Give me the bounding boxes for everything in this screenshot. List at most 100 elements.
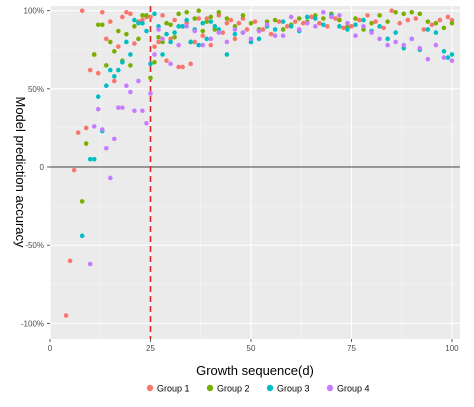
point-group-4 [296, 27, 302, 32]
point-group-1 [373, 19, 378, 24]
point-group-1 [112, 78, 117, 84]
y-tick-label: -100% [21, 319, 44, 328]
point-group-2 [91, 52, 97, 57]
point-group-1 [413, 16, 419, 21]
point-group-2 [83, 141, 89, 146]
point-group-4 [140, 108, 145, 114]
point-group-2 [103, 63, 109, 68]
point-group-3 [304, 14, 310, 20]
point-group-3 [224, 52, 230, 57]
point-group-2 [272, 17, 278, 23]
point-group-4 [192, 28, 198, 34]
point-group-4 [128, 89, 133, 95]
point-group-4 [441, 55, 447, 60]
point-group-2 [148, 75, 153, 81]
point-group-3 [140, 20, 145, 26]
point-group-1 [164, 58, 169, 64]
point-group-3 [425, 27, 431, 32]
point-group-1 [228, 17, 234, 23]
point-group-3 [184, 17, 189, 23]
point-group-4 [353, 33, 358, 39]
point-group-1 [365, 13, 370, 18]
point-group-4 [393, 39, 398, 45]
point-group-3 [188, 39, 193, 45]
point-group-1 [107, 19, 113, 24]
point-group-3 [449, 52, 455, 57]
point-group-3 [312, 16, 318, 21]
point-group-3 [445, 55, 451, 60]
point-group-2 [224, 16, 230, 21]
point-group-4 [144, 120, 149, 126]
point-group-4 [280, 33, 286, 39]
point-group-3 [232, 31, 238, 37]
point-group-2 [433, 20, 439, 26]
point-group-2 [132, 24, 137, 29]
point-group-1 [188, 61, 193, 67]
point-group-3 [124, 39, 129, 45]
point-group-1 [357, 17, 362, 23]
point-group-1 [156, 39, 161, 45]
point-group-3 [116, 67, 121, 73]
reference-lines [50, 6, 460, 339]
point-group-3 [256, 36, 262, 42]
point-group-3 [433, 30, 439, 35]
point-group-2 [164, 20, 169, 26]
point-group-3 [103, 83, 109, 89]
point-group-4 [329, 14, 334, 20]
point-group-4 [369, 30, 374, 35]
point-group-1 [75, 130, 81, 135]
point-group-2 [152, 59, 157, 65]
legend-key-group-1 [146, 384, 154, 392]
legend: Group 1 Group 2 Group 3 Group 4 [146, 384, 370, 394]
point-group-4 [425, 56, 431, 62]
legend-label-group-2: Group 2 [217, 384, 250, 394]
point-group-4 [232, 27, 238, 32]
point-group-2 [156, 34, 161, 40]
point-group-3 [164, 31, 169, 37]
y-tick-label: 50% [28, 85, 44, 94]
point-group-4 [91, 124, 97, 129]
point-group-4 [124, 83, 129, 89]
point-group-4 [156, 27, 161, 32]
point-group-4 [176, 42, 181, 48]
point-group-3 [136, 20, 141, 26]
point-group-3 [361, 17, 366, 23]
data-points [63, 8, 455, 318]
point-group-4 [248, 36, 254, 42]
point-group-1 [152, 44, 157, 49]
legend-key-group-3 [266, 384, 274, 392]
legend-label-group-1: Group 1 [157, 384, 190, 394]
legend-label-group-4: Group 4 [337, 384, 370, 394]
point-group-1 [87, 67, 93, 73]
gridlines [49, 6, 460, 339]
point-group-2 [136, 36, 141, 42]
point-group-4 [116, 105, 121, 110]
point-group-1 [180, 64, 185, 70]
point-group-3 [385, 36, 390, 42]
point-group-1 [381, 25, 386, 31]
point-group-1 [172, 17, 177, 23]
point-group-1 [260, 27, 266, 32]
point-group-1 [389, 8, 394, 13]
point-group-1 [445, 14, 451, 20]
point-group-4 [200, 42, 206, 48]
point-group-2 [99, 22, 105, 28]
point-group-1 [429, 22, 435, 28]
legend-key-group-2 [206, 384, 214, 392]
point-group-2 [425, 19, 431, 24]
point-group-1 [300, 20, 306, 26]
point-group-3 [91, 156, 97, 162]
x-tick-label: 75 [347, 344, 356, 353]
point-group-1 [63, 313, 69, 318]
point-group-1 [405, 17, 411, 23]
point-group-3 [272, 27, 278, 32]
point-group-1 [124, 9, 129, 15]
point-group-1 [268, 31, 274, 37]
point-group-3 [393, 30, 398, 35]
point-group-2 [393, 9, 398, 15]
point-group-2 [321, 16, 326, 21]
point-group-2 [449, 20, 455, 26]
point-group-1 [232, 36, 238, 42]
point-group-3 [144, 28, 149, 34]
point-group-1 [308, 14, 314, 20]
